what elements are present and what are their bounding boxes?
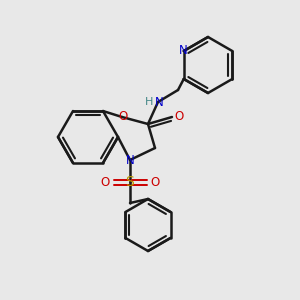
- Text: O: O: [118, 110, 127, 122]
- Text: O: O: [150, 176, 160, 188]
- Text: O: O: [174, 110, 184, 124]
- Text: H: H: [145, 97, 153, 107]
- Text: N: N: [178, 44, 187, 58]
- Text: S: S: [126, 175, 134, 189]
- Text: N: N: [154, 95, 164, 109]
- Text: O: O: [100, 176, 109, 188]
- Text: N: N: [126, 154, 134, 166]
